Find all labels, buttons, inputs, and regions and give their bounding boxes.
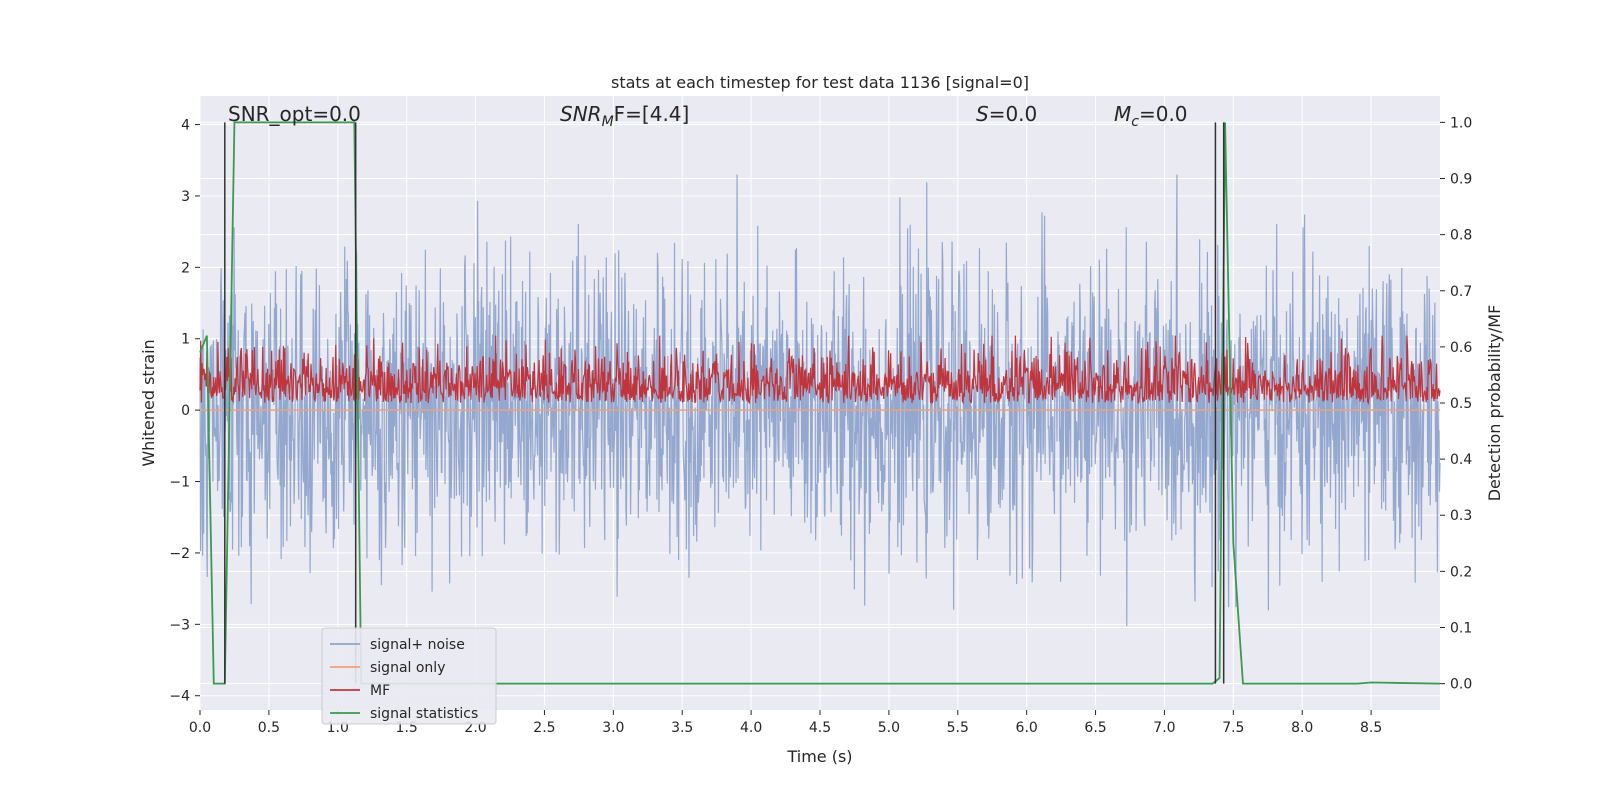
tick-layer: 0.0 0.5 1.0 1.5 2.0 2.5 3.0 3.5 4.0 4.5 5.0 5.5 6.0 6… <box>169 115 1472 736</box>
x-tick-label: 4.0 <box>740 720 762 736</box>
y2-tick-label: 0.7 <box>1450 284 1472 300</box>
series-mf-line <box>199 335 1441 405</box>
legend-label: signal+ noise <box>370 637 465 653</box>
x-tick-label: 8.0 <box>1291 720 1313 736</box>
y2-tick-label: 0.1 <box>1450 620 1472 636</box>
y-tick-label: −3 <box>169 617 190 633</box>
y2-tick-label: 0.6 <box>1450 340 1472 356</box>
y-tick-label: 4 <box>181 118 190 134</box>
legend-label: MF <box>370 683 390 699</box>
annotation-s: S=0.0 <box>976 102 1037 126</box>
y-tick-label: 2 <box>181 260 190 276</box>
annotation-snr-opt: SNR_opt=0.0 <box>228 102 361 126</box>
annotation-snr-mf: SNRMF=[4.4] <box>560 102 689 130</box>
y2-tick-label: 0.2 <box>1450 564 1472 580</box>
x-tick-label: 2.5 <box>533 720 555 736</box>
x-tick-label: 0.5 <box>258 720 280 736</box>
legend-box <box>321 627 497 725</box>
chart-title: stats at each timestep for test data 113… <box>611 73 1029 92</box>
legend-label: signal only <box>370 660 445 676</box>
y-tick-label: 1 <box>181 332 190 348</box>
y-tick-label: −1 <box>169 475 190 491</box>
legend-label: signal statistics <box>370 706 478 722</box>
x-tick-label: 7.5 <box>1222 720 1244 736</box>
x-tick-label: 3.5 <box>671 720 693 736</box>
x-axis-label: Time (s) <box>786 747 852 766</box>
marker-layer <box>224 122 1225 684</box>
y2-tick-label: 0.9 <box>1450 172 1472 188</box>
y-tick-label: −2 <box>169 546 190 562</box>
y2-axis-label: Detection probability/MF <box>1485 305 1504 502</box>
y-axis-label: Whitened strain <box>139 339 158 466</box>
x-tick-label: 5.0 <box>878 720 900 736</box>
y2-tick-label: 0.4 <box>1450 452 1472 468</box>
y2-tick-label: 0.8 <box>1450 228 1472 244</box>
y2-tick-label: 1.0 <box>1450 115 1472 131</box>
series-signal-noise-line <box>199 174 1441 626</box>
x-tick-label: 4.5 <box>809 720 831 736</box>
annotation-layer: SNR_opt=0.0 SNRMF=[4.4] S=0.0 Mc=0.0 <box>228 102 1188 130</box>
legend: signal+ noise signal only MF signal statist… <box>321 627 497 725</box>
x-tick-label: 6.0 <box>1016 720 1038 736</box>
y2-tick-label: 0.5 <box>1450 396 1472 412</box>
x-tick-label: 7.0 <box>1153 720 1175 736</box>
y-tick-label: −4 <box>169 689 190 705</box>
y-tick-label: 0 <box>181 403 190 419</box>
x-tick-label: 0.0 <box>189 720 211 736</box>
x-tick-label: 8.5 <box>1360 720 1382 736</box>
x-tick-label: 5.5 <box>947 720 969 736</box>
y2-tick-label: 0.3 <box>1450 508 1472 524</box>
y2-tick-label: 0.0 <box>1450 677 1472 693</box>
x-tick-label: 3.0 <box>602 720 624 736</box>
x-tick-label: 6.5 <box>1084 720 1106 736</box>
annotation-mc: Mc=0.0 <box>1114 102 1188 130</box>
y-tick-label: 3 <box>181 189 190 205</box>
